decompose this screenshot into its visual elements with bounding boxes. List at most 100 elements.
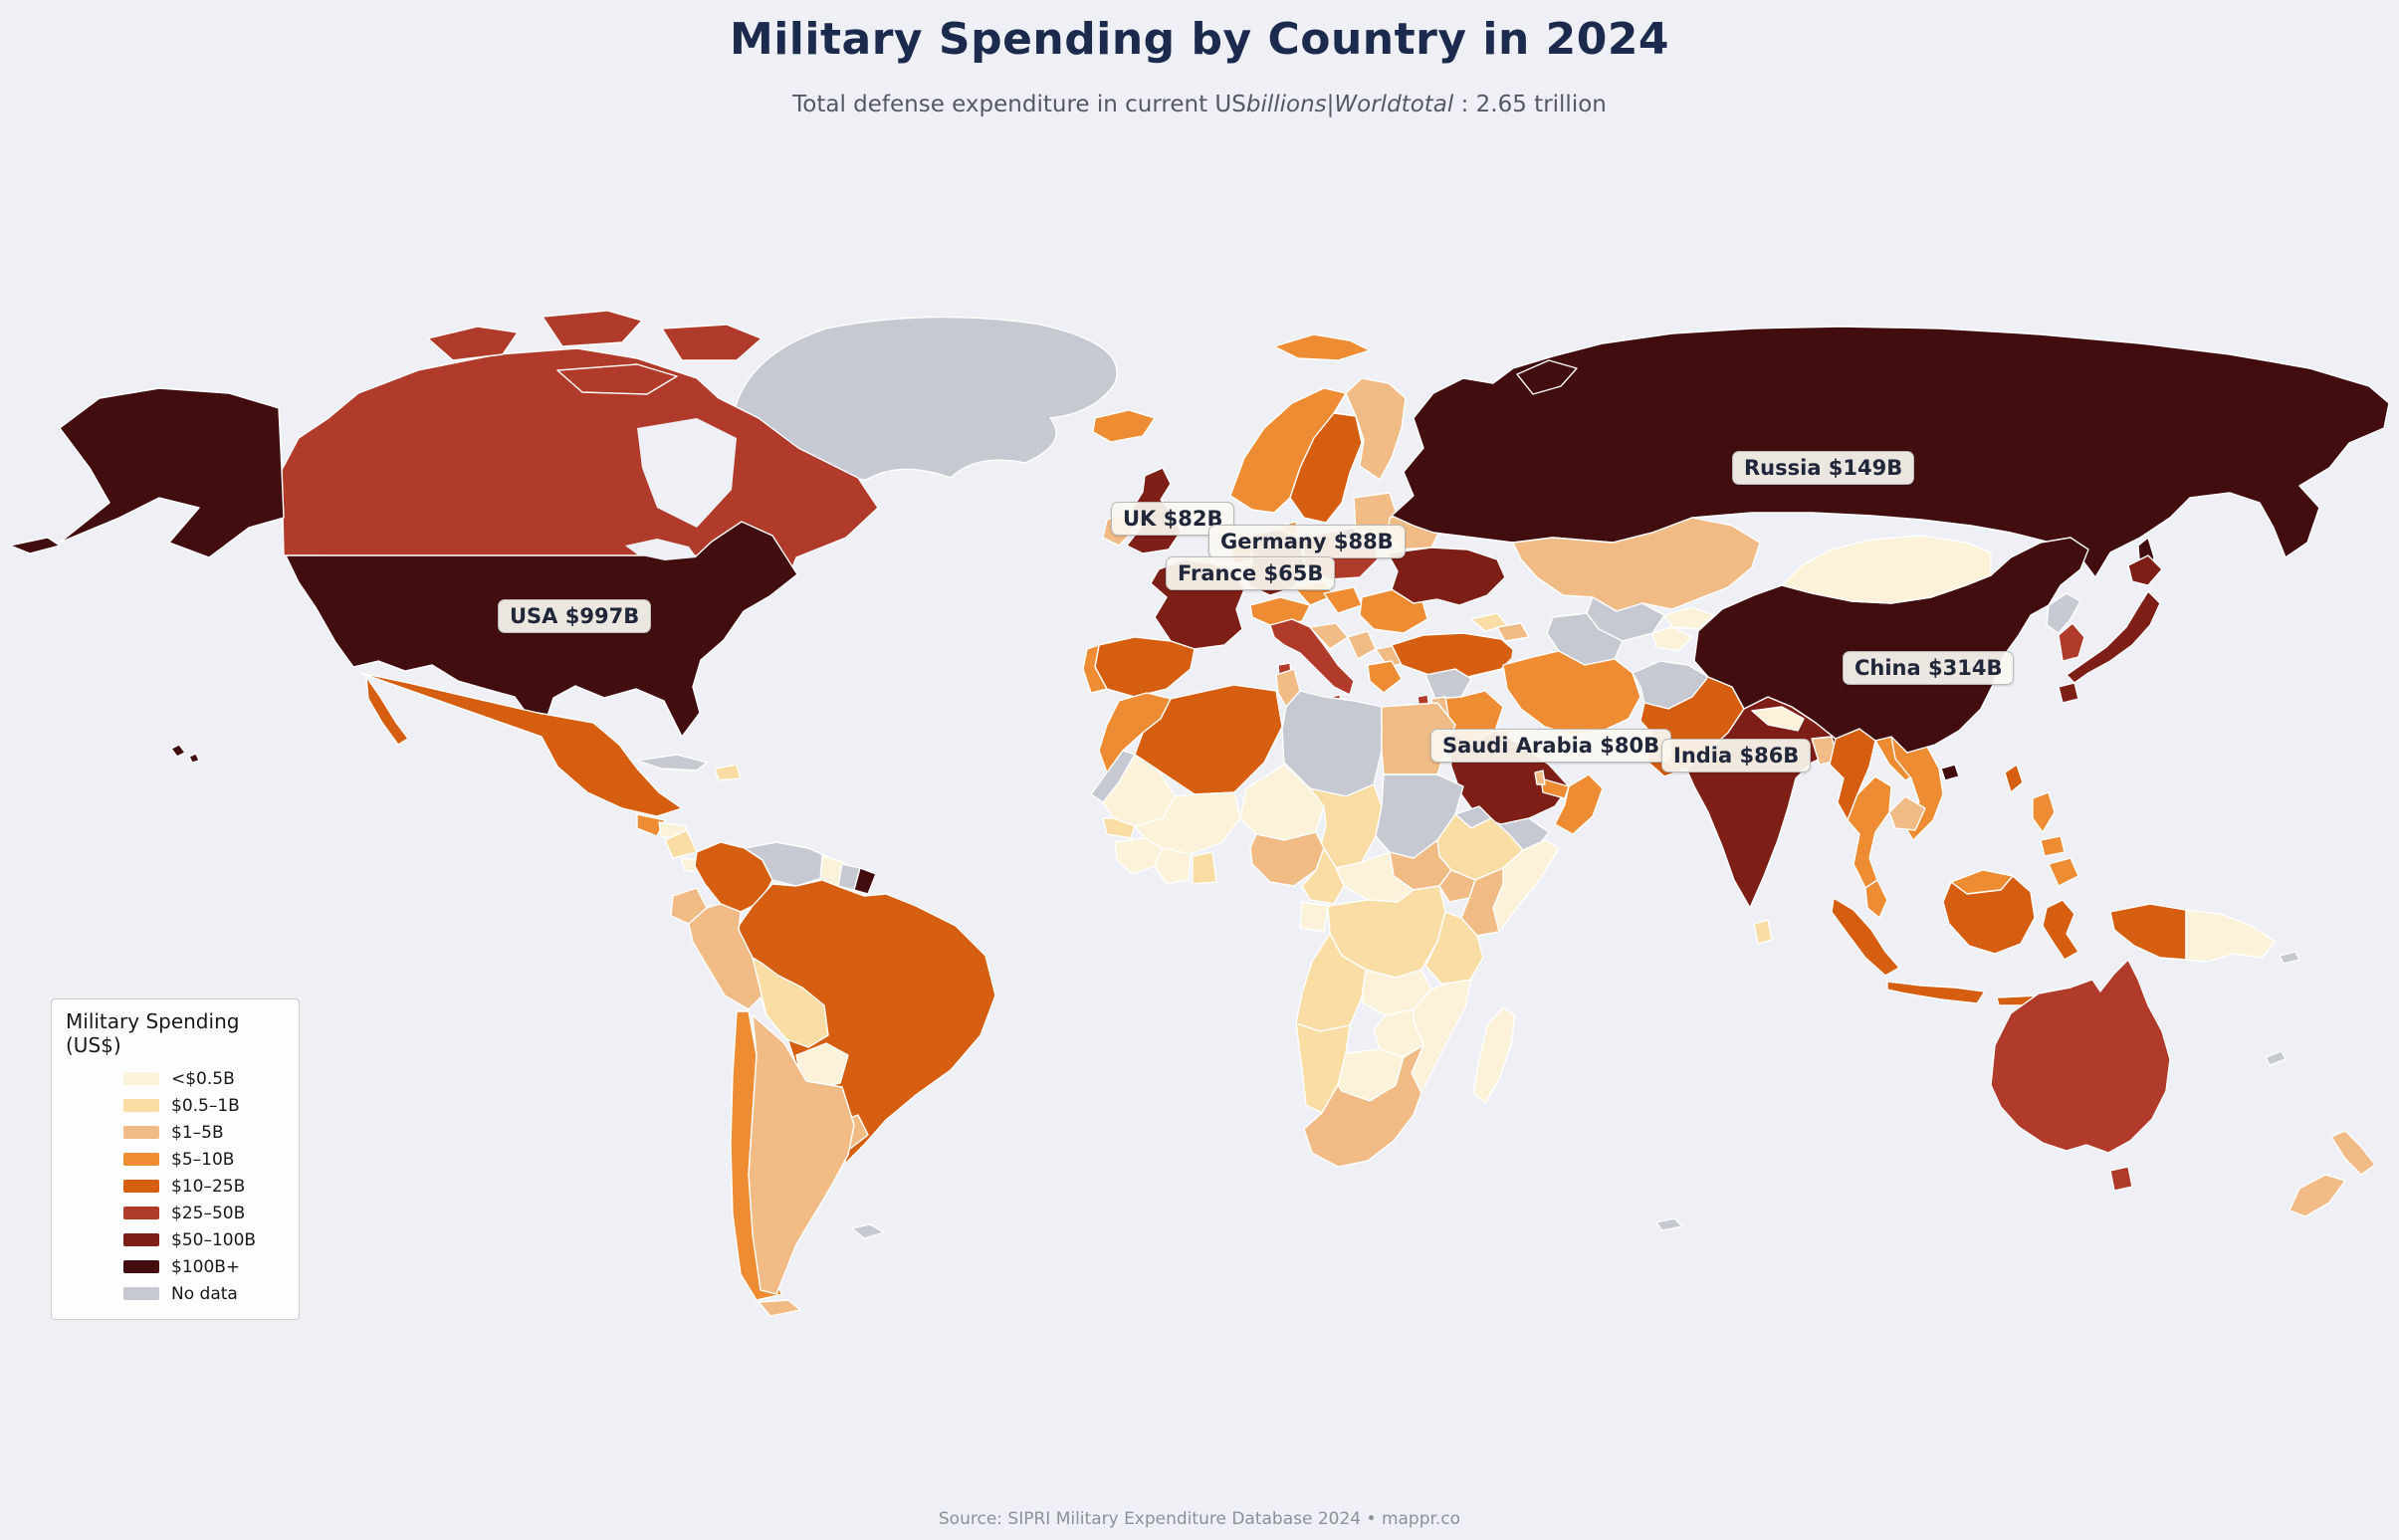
country-kerguelen	[1655, 1217, 1683, 1231]
country-new-zealand-south	[2289, 1174, 2346, 1217]
country-ivory-coast	[1154, 847, 1192, 885]
country-qatar	[1534, 770, 1546, 785]
country-philippines-visayas	[2040, 835, 2066, 857]
source-attribution: Source: SIPRI Military Expenditure Datab…	[938, 1509, 1461, 1529]
page-title: Military Spending by Country in 2024	[729, 14, 1670, 65]
legend-swatch	[123, 1072, 159, 1085]
country-cambodia	[1888, 795, 1926, 831]
country-kyrgyzstan	[1663, 606, 1715, 630]
legend-item: $0.5–1B	[66, 1092, 287, 1119]
country-bolivia	[752, 957, 829, 1048]
legend-item: $10–25B	[66, 1173, 287, 1200]
country-kazakhstan	[1512, 517, 1761, 612]
legend-item: $25–50B	[66, 1200, 287, 1226]
legend-item-label: $0.5–1B	[171, 1095, 240, 1116]
country-indonesia-kalimantan	[1942, 875, 2036, 955]
subtitle-post: : 2.65 trillion	[1453, 92, 1607, 117]
country-tajikistan	[1651, 626, 1693, 652]
country-hispaniola	[714, 764, 742, 781]
country-libya	[1281, 690, 1383, 797]
country-finland	[1345, 377, 1407, 481]
country-thailand	[1847, 775, 1892, 889]
country-label-saudi-arabia: Saudi Arabia $80B	[1430, 729, 1672, 763]
country-usa-aleutians	[9, 537, 61, 554]
country-label-germany: Germany $88B	[1208, 525, 1406, 558]
great-lakes	[625, 539, 697, 560]
country-sri-lanka	[1753, 919, 1773, 945]
subtitle-mathtext: billions|Worldtotal	[1245, 92, 1454, 117]
country-gabon-congo	[1299, 901, 1329, 933]
country-papua-new-guinea	[2185, 909, 2277, 963]
country-australia	[1990, 959, 2171, 1154]
legend-swatch	[123, 1233, 159, 1246]
country-canada	[661, 324, 763, 361]
country-label-uk: UK $82B	[1111, 502, 1235, 536]
country-falkland-islands	[851, 1223, 885, 1239]
country-south-africa	[1303, 1044, 1424, 1168]
country-china-hainan	[1940, 764, 1960, 781]
country-austria-switzerland	[1249, 596, 1311, 626]
legend-title: Military Spending (US$)	[66, 1009, 240, 1057]
country-cameroon	[1301, 847, 1345, 905]
country-uae	[1540, 777, 1570, 799]
country-new-zealand-north	[2330, 1130, 2376, 1176]
country-canada	[556, 363, 678, 395]
country-sweden	[1289, 412, 1363, 524]
country-nigeria	[1249, 831, 1325, 887]
country-malaysia-peninsula	[1864, 879, 1888, 919]
country-solomon-islands	[2279, 951, 2300, 965]
country-label-india: India $86B	[1661, 739, 1812, 772]
country-azerbaijan	[1496, 622, 1530, 642]
country-iceland	[1092, 409, 1156, 443]
legend-swatch	[123, 1260, 159, 1273]
legend-item: $1–5B	[66, 1119, 287, 1146]
legend-item: <$0.5B	[66, 1065, 287, 1092]
country-label-china: China $314B	[1843, 651, 2015, 685]
country-ghana	[1192, 851, 1217, 885]
country-usa-hawaii	[170, 744, 186, 758]
legend-item-label: $1–5B	[171, 1122, 224, 1143]
country-usa-alaska	[59, 387, 285, 558]
country-greece	[1367, 660, 1403, 694]
legend-swatch	[123, 1126, 159, 1139]
legend-swatch	[123, 1207, 159, 1219]
country-indonesia-sumatra	[1831, 897, 1900, 977]
country-usa-hawaii	[188, 753, 200, 764]
country-spain	[1094, 636, 1196, 698]
hudson-bay	[637, 418, 737, 528]
legend-swatch	[123, 1180, 159, 1193]
country-canada	[427, 326, 519, 361]
country-russia-novaya-zemlya	[1516, 359, 1578, 395]
legend-item-label: $100B+	[171, 1256, 241, 1277]
legend-item: $5–10B	[66, 1146, 287, 1173]
country-label-france: France $65B	[1166, 556, 1336, 590]
legend-item: No data	[66, 1280, 287, 1307]
country-australia-tasmania	[2109, 1166, 2133, 1192]
country-taiwan	[2004, 764, 2024, 793]
country-japan-kyushu	[2058, 682, 2079, 704]
country-japan-hokkaido	[2127, 554, 2163, 586]
country-svalbard	[1273, 333, 1371, 361]
country-south-korea	[2058, 622, 2085, 662]
country-argentina	[748, 1014, 855, 1295]
country-indonesia-papua	[2109, 903, 2187, 961]
country-indonesia-java	[1886, 981, 1986, 1004]
country-turkey	[1391, 632, 1518, 678]
country-french-guiana	[853, 867, 877, 895]
country-north-korea	[2046, 592, 2081, 634]
country-tierra-del-fuego	[758, 1299, 801, 1317]
country-label-usa: USA $997B	[498, 599, 652, 633]
country-cuba	[636, 754, 708, 771]
country-ukraine	[1387, 547, 1506, 606]
country-new-caledonia	[2265, 1050, 2287, 1066]
country-syria	[1424, 668, 1472, 700]
country-mongolia	[1781, 535, 1992, 604]
country-guinea	[1114, 837, 1164, 875]
country-senegal	[1102, 817, 1136, 839]
country-portugal	[1082, 644, 1108, 694]
legend-swatch	[123, 1287, 159, 1300]
country-label-russia: Russia $149B	[1732, 451, 1915, 485]
map-legend: Military Spending (US$) <$0.5B $0.5–1B $1–…	[51, 998, 300, 1320]
